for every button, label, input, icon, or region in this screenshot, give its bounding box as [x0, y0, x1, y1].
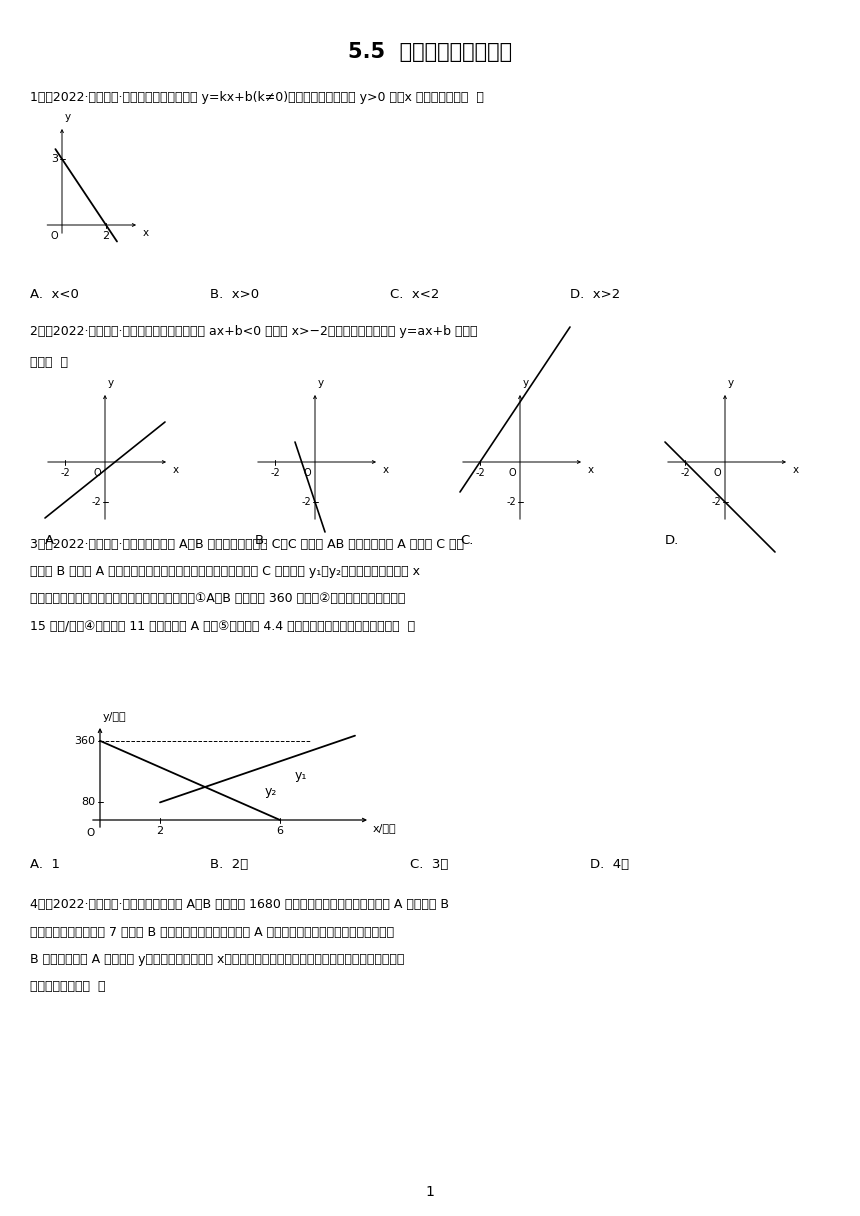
Text: -2: -2 — [91, 497, 101, 507]
Text: 的是（  ）: 的是（ ） — [30, 355, 68, 368]
Text: B.: B. — [255, 534, 268, 547]
Text: O: O — [304, 468, 311, 478]
Text: y₂: y₂ — [265, 784, 278, 798]
Text: 地。乙骑自行车比甲晚 7 分钟从 B 地出发，沿同一条公路到达 A 地后立刻以原速返回，并与甲同时到达: 地。乙骑自行车比甲晚 7 分钟从 B 地出发，沿同一条公路到达 A 地后立刻以原… — [30, 925, 394, 939]
Text: y: y — [65, 112, 71, 122]
Text: O: O — [51, 231, 58, 241]
Text: A.  x<0: A. x<0 — [30, 288, 79, 302]
Text: 2: 2 — [102, 231, 109, 241]
Text: B.  x>0: B. x>0 — [210, 288, 259, 302]
Text: C.  3个: C. 3个 — [410, 858, 448, 872]
Text: 3．（2022·浙江宁波·八年级期末）在 A、B 两地之间有汽车站 C（C 在直线 AB 上），甲车由 A 地驶往 C 站，: 3．（2022·浙江宁波·八年级期末）在 A、B 两地之间有汽车站 C（C 在直… — [30, 539, 464, 552]
Text: 6: 6 — [277, 826, 284, 837]
Text: y: y — [728, 378, 734, 388]
Text: 80: 80 — [81, 798, 95, 807]
Text: 15 千米/时；④乙车行馬 11 小时后到达 A 地；⑤两车行馬 4.4 小时后相遇；其中正确的结论有（  ）: 15 千米/时；④乙车行馬 11 小时后到达 A 地；⑤两车行馬 4.4 小时后… — [30, 619, 415, 632]
Text: 遇所需的时间是（  ）: 遇所需的时间是（ ） — [30, 980, 106, 992]
Text: x: x — [143, 229, 149, 238]
Text: 2．（2022·浙江宁波·八年级期末）已知不等式 ax+b<0 的解是 x>−2，下列有可能是函数 y=ax+b 的图像: 2．（2022·浙江宁波·八年级期末）已知不等式 ax+b<0 的解是 x>−2… — [30, 326, 477, 338]
Text: -2: -2 — [270, 468, 280, 478]
Text: x: x — [173, 465, 179, 475]
Text: D.: D. — [665, 534, 679, 547]
Text: A.: A. — [45, 534, 58, 547]
Text: D.  4个: D. 4个 — [590, 858, 630, 872]
Text: y₁: y₁ — [295, 770, 307, 783]
Text: y: y — [523, 378, 529, 388]
Text: y: y — [108, 378, 114, 388]
Text: y/千米: y/千米 — [103, 713, 126, 722]
Text: -2: -2 — [301, 497, 311, 507]
Text: O: O — [714, 468, 721, 478]
Text: 3: 3 — [51, 154, 58, 164]
Text: -2: -2 — [475, 468, 485, 478]
Text: C.: C. — [460, 534, 473, 547]
Text: 1．（2022·浙江宁波·八年级期末）一次函数 y=kx+b(k≠0)的图象如图所示，当 y>0 时，x 的取值范围是（  ）: 1．（2022·浙江宁波·八年级期末）一次函数 y=kx+b(k≠0)的图象如图… — [30, 91, 484, 105]
Text: C.  x<2: C. x<2 — [390, 288, 439, 302]
Text: x: x — [588, 465, 594, 475]
Text: x/小时: x/小时 — [373, 823, 396, 833]
Text: 360: 360 — [74, 736, 95, 745]
Text: B 地。甲、乙离 A 地的距离 y（米）与甲行走时间 x（分）的函数图象如图所示，则甲出发后两人第一次相: B 地。甲、乙离 A 地的距离 y（米）与甲行走时间 x（分）的函数图象如图所示… — [30, 952, 404, 966]
Text: D.  x>2: D. x>2 — [570, 288, 620, 302]
Text: -2: -2 — [60, 468, 70, 478]
Text: x: x — [793, 465, 799, 475]
Text: 1: 1 — [426, 1186, 434, 1199]
Text: -2: -2 — [711, 497, 721, 507]
Text: -2: -2 — [507, 497, 516, 507]
Text: 5.5  一次函数的简单应用: 5.5 一次函数的简单应用 — [348, 43, 512, 62]
Text: 4．（2022·浙江温州·八年级期末）已知 A、B 两地相距 1680 米，甲步行沿一条笔直的公路从 A 地出发到 B: 4．（2022·浙江温州·八年级期末）已知 A、B 两地相距 1680 米，甲步… — [30, 899, 449, 912]
Text: -2: -2 — [680, 468, 690, 478]
Text: A.  1: A. 1 — [30, 858, 60, 872]
Text: O: O — [508, 468, 516, 478]
Text: 2: 2 — [157, 826, 163, 837]
Text: （小时）之间的函数图象如图所示，则下列结论：①A、B 两地相距 360 千米；②甲车速度比乙车速度快: （小时）之间的函数图象如图所示，则下列结论：①A、B 两地相距 360 千米；②… — [30, 592, 405, 606]
Text: B.  2个: B. 2个 — [210, 858, 249, 872]
Text: 乙车由 B 地驶往 A 地，两车同时出发，区速行驶；甲、乙两车离 C 站的距离 y₁、y₂（千米）与行驶时间 x: 乙车由 B 地驶往 A 地，两车同时出发，区速行驶；甲、乙两车离 C 站的距离 … — [30, 565, 420, 579]
Text: y: y — [318, 378, 324, 388]
Text: x: x — [383, 465, 389, 475]
Text: O: O — [87, 828, 95, 838]
Text: O: O — [94, 468, 101, 478]
